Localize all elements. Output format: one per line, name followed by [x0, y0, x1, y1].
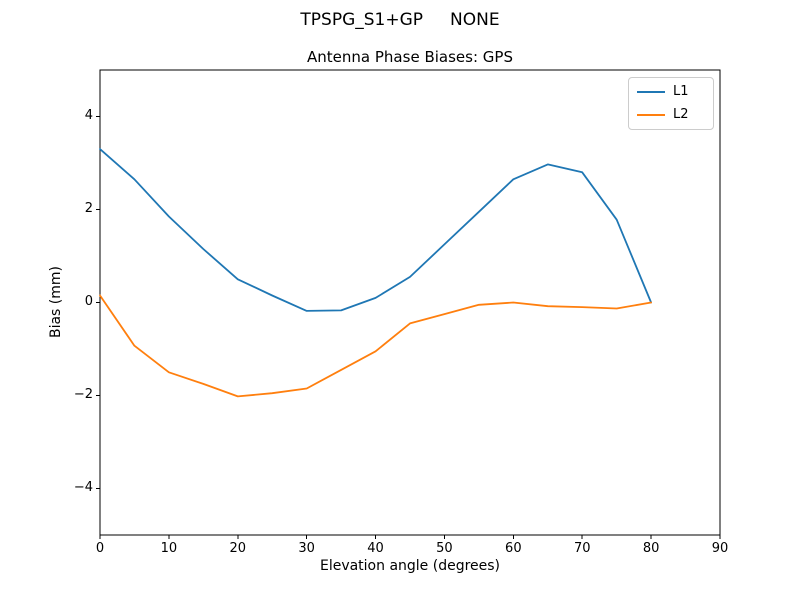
- y-tick-label: 0: [84, 293, 93, 309]
- y-axis-label: Bias (mm): [48, 265, 64, 339]
- legend-label-l2: L2: [673, 107, 689, 122]
- x-tick-label: 40: [367, 541, 384, 556]
- legend: L1 L2: [628, 77, 714, 130]
- x-tick-label: 90: [711, 541, 729, 556]
- chart-title: Antenna Phase Biases: GPS: [307, 48, 513, 66]
- legend-entry-l2: L2: [637, 107, 705, 123]
- legend-line-sample-l2: [637, 114, 665, 116]
- figure-suptitle: TPSPG_S1+GP NONE: [300, 10, 500, 30]
- y-tick-label: −2: [73, 386, 93, 402]
- axes-frame: [99, 69, 721, 536]
- x-tick-label: 80: [642, 541, 660, 556]
- y-tick-label: 2: [84, 200, 93, 216]
- x-tick-label: 0: [95, 541, 105, 556]
- x-tick-label: 10: [160, 541, 178, 556]
- legend-label-l1: L1: [673, 84, 689, 99]
- series-line-l2: [99, 294, 652, 398]
- y-tick-label: 4: [84, 107, 93, 123]
- series-line-l1: [99, 148, 652, 312]
- x-tick-label: 20: [229, 541, 247, 556]
- legend-entry-l1: L1: [637, 84, 705, 100]
- y-tick-label: −4: [73, 479, 93, 495]
- legend-line-sample-l1: [637, 91, 665, 93]
- x-tick-label: 70: [573, 541, 591, 556]
- x-tick-label: 50: [436, 541, 453, 556]
- x-tick-label: 30: [298, 541, 315, 556]
- x-tick-label: 60: [505, 541, 522, 556]
- x-axis-label: Elevation angle (degrees): [319, 558, 501, 574]
